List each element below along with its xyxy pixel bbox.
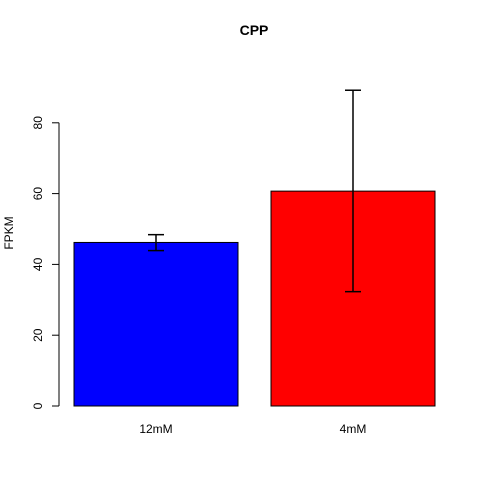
x-tick-labels: 12mM 4mM bbox=[139, 422, 366, 436]
y-tick-label: 40 bbox=[31, 257, 45, 271]
y-axis-label: FPKM bbox=[2, 216, 16, 249]
x-tick-label: 12mM bbox=[139, 422, 172, 436]
y-tick-label: 60 bbox=[31, 187, 45, 201]
error-bar-12mM bbox=[148, 233, 164, 252]
y-tick-label: 80 bbox=[31, 116, 45, 130]
bars-group bbox=[73, 190, 436, 407]
bar-12mM bbox=[73, 241, 239, 407]
y-axis: 0 20 40 60 80 bbox=[31, 116, 60, 409]
error-bars-group bbox=[148, 89, 361, 293]
error-bar-4mM bbox=[345, 89, 361, 293]
y-tick-label: 20 bbox=[31, 328, 45, 342]
x-tick-label: 4mM bbox=[340, 422, 367, 436]
chart-title: CPP bbox=[240, 22, 269, 38]
y-tick-label: 0 bbox=[31, 402, 45, 409]
